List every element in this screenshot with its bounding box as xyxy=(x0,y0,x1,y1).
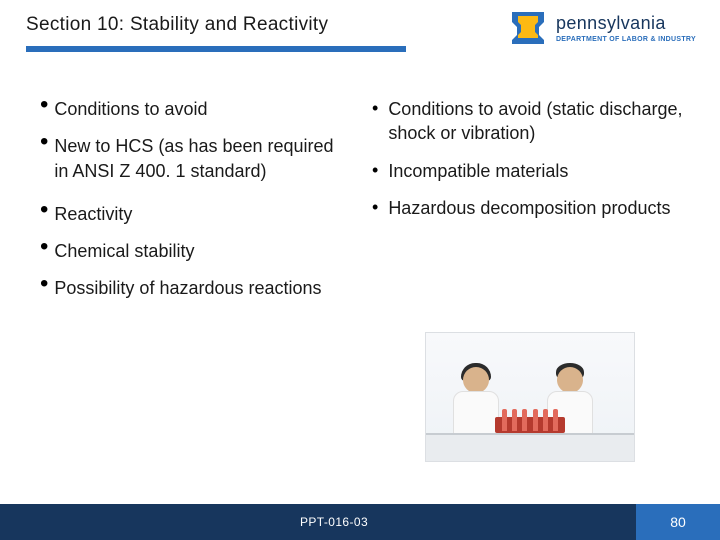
bullet-text: Conditions to avoid xyxy=(54,96,207,121)
logo-main-text: pennsylvania xyxy=(556,14,696,32)
list-item: • New to HCS (as has been required in AN… xyxy=(40,133,348,183)
content-area: • Conditions to avoid • New to HCS (as h… xyxy=(40,96,688,313)
footer-code: PPT-016-03 xyxy=(300,515,368,529)
list-item: • Conditions to avoid (static discharge,… xyxy=(372,96,688,146)
bullet-text: Reactivity xyxy=(54,201,132,226)
list-item: • Incompatible materials xyxy=(372,158,688,183)
left-column: • Conditions to avoid • New to HCS (as h… xyxy=(40,96,364,313)
list-item: • Chemical stability xyxy=(40,238,348,263)
bullet-text: Possibility of hazardous reactions xyxy=(54,275,321,300)
bullet-icon: • xyxy=(40,96,48,114)
bullet-icon: • xyxy=(40,275,48,293)
bullet-icon: • xyxy=(372,158,378,182)
logo-sub-text: DEPARTMENT OF LABOR & INDUSTRY xyxy=(556,36,696,43)
list-item: • Possibility of hazardous reactions xyxy=(40,275,348,300)
bullet-text: Incompatible materials xyxy=(388,158,568,183)
slide-title: Section 10: Stability and Reactivity xyxy=(26,14,406,36)
right-column: • Conditions to avoid (static discharge,… xyxy=(364,96,688,313)
bullet-icon: • xyxy=(372,96,378,120)
page-number: 80 xyxy=(636,504,720,540)
bullet-text: Chemical stability xyxy=(54,238,194,263)
bullet-icon: • xyxy=(40,238,48,256)
bullet-text: Conditions to avoid (static discharge, s… xyxy=(388,96,688,146)
bullet-text: New to HCS (as has been required in ANSI… xyxy=(54,133,348,183)
bullet-icon: • xyxy=(372,195,378,219)
list-item: • Reactivity xyxy=(40,201,348,226)
pa-logo: pennsylvania DEPARTMENT OF LABOR & INDUS… xyxy=(508,8,696,48)
list-item: • Hazardous decomposition products xyxy=(372,195,688,220)
footer-bar: PPT-016-03 xyxy=(0,504,720,540)
bullet-icon: • xyxy=(40,133,48,151)
lab-photo-placeholder xyxy=(425,332,635,462)
list-item: • Conditions to avoid xyxy=(40,96,348,121)
bullet-text: Hazardous decomposition products xyxy=(388,195,670,220)
bullet-icon: • xyxy=(40,201,48,219)
keystone-icon xyxy=(508,8,548,48)
title-bar: Section 10: Stability and Reactivity xyxy=(26,14,406,52)
